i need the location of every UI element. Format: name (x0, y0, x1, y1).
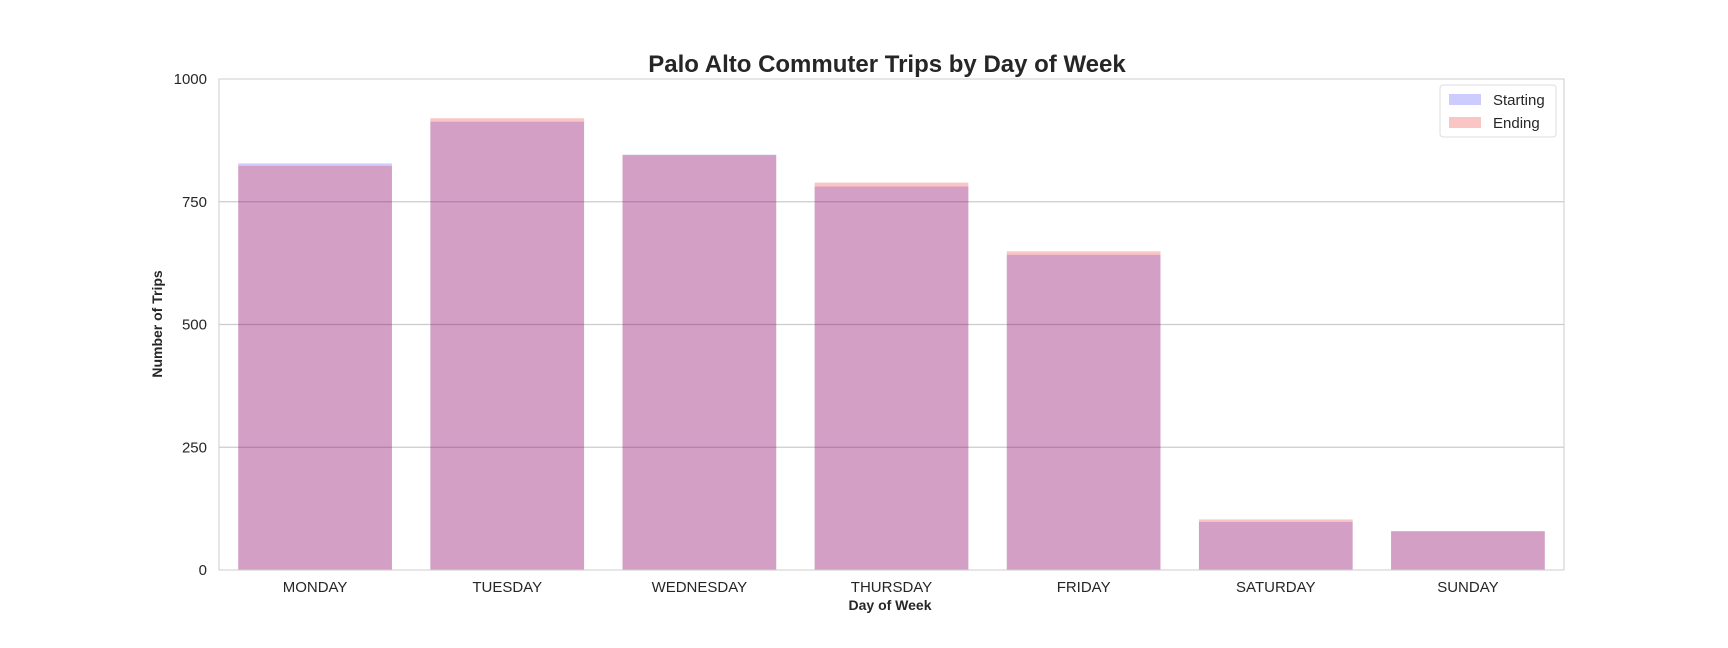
legend-box (1439, 84, 1557, 138)
legend: Starting Ending (1439, 84, 1557, 138)
bar-starting-wednesday (622, 154, 777, 570)
y-tick-label: 500 (182, 317, 207, 334)
x-tick-label: MONDAY (283, 579, 348, 596)
bar-starting-sunday (1391, 531, 1545, 570)
y-tick-label: 0 (199, 562, 207, 579)
bar-starting-saturday (1198, 521, 1353, 570)
bar-ending-monday (238, 165, 392, 571)
bars (238, 118, 1545, 571)
x-tick-label: WEDNESDAY (652, 579, 748, 596)
legend-swatch-starting (1449, 94, 1481, 105)
y-tick-label: 1000 (174, 71, 207, 88)
bar-starting-friday (1006, 254, 1161, 570)
bar-ending-sunday (1391, 531, 1545, 570)
gridlines (219, 201, 1564, 448)
x-tick-labels: MONDAY TUESDAY WEDNESDAY THURSDAY FRIDAY SATU… (283, 579, 1499, 596)
x-tick-label: FRIDAY (1057, 579, 1111, 596)
y-tick-labels: 0 250 500 750 1000 (174, 71, 207, 579)
bar-ending-tuesday (430, 118, 585, 570)
bar-ending-wednesday (622, 155, 777, 571)
y-tick-label: 250 (182, 439, 207, 456)
bar-starting-thursday (814, 186, 969, 571)
bar-starting-tuesday (430, 121, 585, 570)
x-tick-label: SUNDAY (1437, 579, 1498, 596)
bar-ending-saturday (1198, 519, 1353, 570)
x-tick-label: TUESDAY (472, 579, 542, 596)
bar-ending-thursday (814, 182, 969, 570)
bar-ending-friday (1006, 251, 1161, 570)
x-axis-label: Day of Week (849, 597, 932, 613)
y-axis-label: Number of Trips (149, 270, 165, 378)
x-tick-label: SATURDAY (1236, 579, 1315, 596)
legend-label-ending: Ending (1493, 115, 1540, 132)
legend-label-starting: Starting (1493, 92, 1545, 109)
x-tick-label: THURSDAY (851, 579, 932, 596)
legend-swatch-ending (1449, 117, 1481, 128)
bar-starting-monday (238, 163, 392, 570)
chart-title: Palo Alto Commuter Trips by Day of Week (648, 51, 1126, 78)
plot-frame (218, 78, 1565, 571)
y-tick-label: 750 (182, 194, 207, 211)
